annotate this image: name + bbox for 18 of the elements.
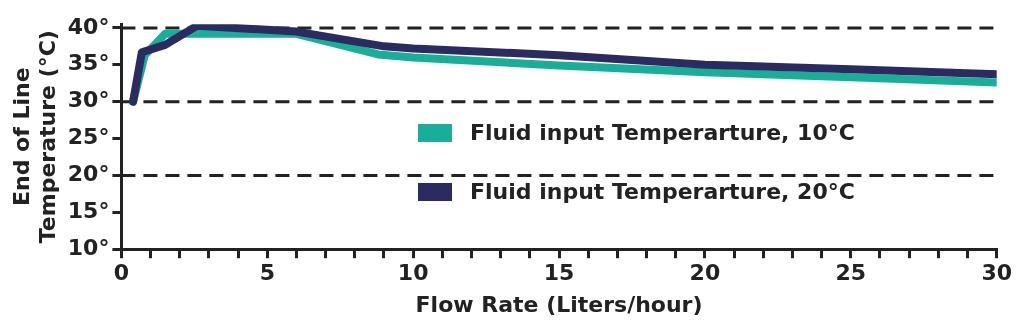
x-tick-label: 20 [689, 260, 721, 286]
x-axis-title: Flow Rate (Liters/hour) [415, 291, 703, 317]
y-tick-label: 35° [67, 50, 110, 76]
x-tick-label: 15 [543, 260, 575, 286]
y-tick-label: 25° [67, 124, 110, 150]
y-tick-label: 30° [67, 87, 110, 113]
y-axis-title: End of Line Temperature (°C) [8, 30, 61, 244]
x-tick-label: 25 [835, 260, 867, 286]
y-tick-label: 40° [67, 13, 110, 39]
y-tick-label: 20° [67, 161, 110, 187]
x-tick-label: 30 [981, 260, 1012, 286]
legend-label: Fluid input Temperarture, 10°C [470, 120, 855, 145]
legend-label: Fluid input Temperarture, 20°C [470, 179, 855, 204]
x-tick-label: 0 [113, 260, 130, 286]
x-tick-label: 10 [397, 260, 429, 286]
x-tick-label: 5 [259, 260, 275, 286]
y-tick-label: 10° [67, 234, 110, 260]
y-tick-label: 15° [67, 198, 110, 224]
